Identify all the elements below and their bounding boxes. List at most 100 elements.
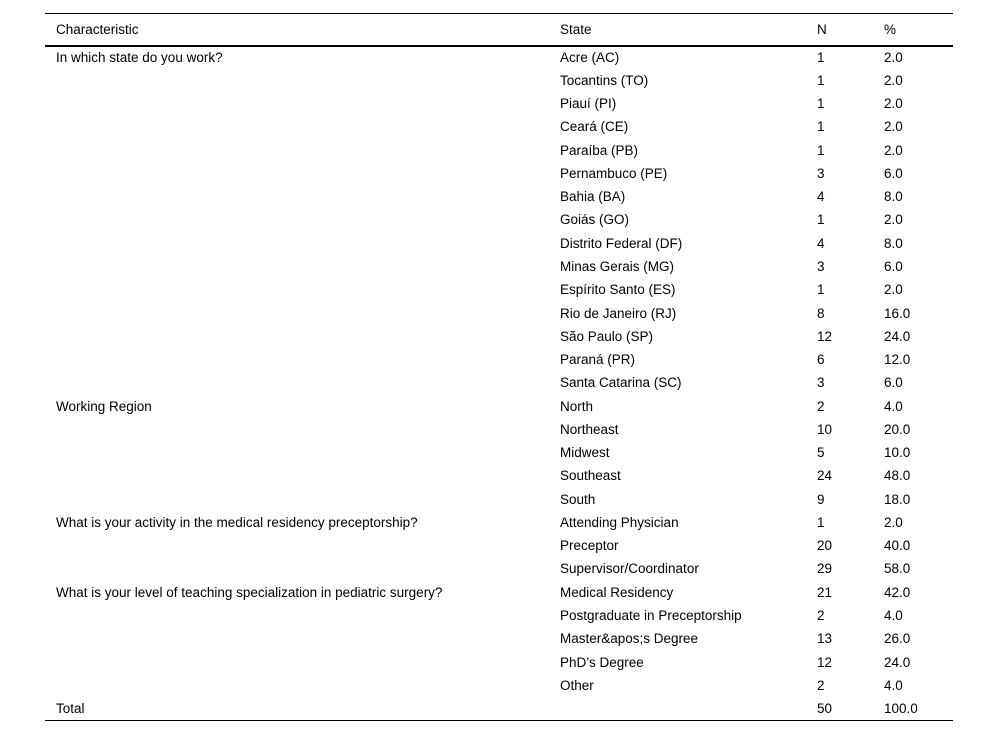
percent-cell: 16.0: [884, 305, 911, 321]
col-header-state: State: [560, 13, 817, 47]
state-cell: South: [560, 491, 596, 507]
table-row: South 9 18.0: [45, 488, 953, 511]
percent-cell: 40.0: [884, 538, 911, 554]
characteristic-cell: [45, 441, 560, 464]
percent-cell: 6.0: [884, 375, 903, 391]
percent-cell: 6.0: [884, 165, 903, 181]
table-row: Piauí (PI) 1 2.0: [45, 92, 953, 115]
characteristic-cell: [45, 255, 560, 278]
characteristic-cell: [45, 371, 560, 394]
characteristic-cell: [45, 650, 560, 673]
table-row: Santa Catarina (SC) 3 6.0: [45, 371, 953, 394]
state-cell: Paraná (PR): [560, 352, 636, 368]
n-cell: 1: [817, 514, 825, 530]
n-cell: 1: [817, 50, 825, 66]
n-cell: 2: [817, 608, 825, 623]
table-row: Midwest 5 10.0: [45, 441, 953, 464]
percent-cell: 10.0: [884, 445, 911, 461]
table-row: Tocantins (TO) 1 2.0: [45, 69, 953, 92]
characteristic-cell: In which state do you work?: [56, 50, 223, 66]
n-cell: 50: [817, 700, 833, 716]
percent-cell: 20.0: [884, 421, 911, 437]
n-cell: 1: [817, 72, 825, 88]
percent-cell: 8.0: [884, 235, 903, 251]
percent-cell: 6.0: [884, 259, 903, 275]
table-row: Goiás (GO) 1 2.0: [45, 208, 953, 231]
characteristic-cell: [45, 69, 560, 92]
n-cell: 29: [817, 561, 833, 577]
state-cell: Medical Residency: [560, 584, 674, 600]
state-cell: [560, 697, 817, 720]
n-cell: 1: [817, 96, 825, 112]
characteristic-cell: [45, 139, 560, 162]
state-cell: Acre (AC): [560, 50, 620, 66]
col-header-percent: %: [884, 13, 953, 47]
percent-cell: 24.0: [884, 654, 911, 670]
characteristic-cell: Working Region: [56, 398, 152, 414]
state-cell: Pernambuco (PE): [560, 165, 668, 181]
characteristic-cell: [45, 278, 560, 301]
n-cell: 24: [817, 468, 833, 484]
state-cell: Northeast: [560, 421, 619, 437]
table-row: Bahia (BA) 4 8.0: [45, 185, 953, 208]
characteristic-cell: What is your level of teaching specializ…: [56, 584, 443, 600]
n-cell: 13: [817, 631, 833, 647]
state-cell: Minas Gerais (MG): [560, 259, 675, 275]
characteristic-cell: [45, 604, 560, 627]
state-cell: Supervisor/Coordinator: [560, 561, 699, 577]
header-row: Characteristic State N %: [45, 13, 953, 47]
table-row: What is your level of teaching specializ…: [45, 581, 953, 604]
n-cell: 2: [817, 398, 825, 414]
table-row: PhD’s Degree 12 24.0: [45, 650, 953, 673]
characteristic-cell: [45, 557, 560, 580]
table-row: What is your activity in the medical res…: [45, 511, 953, 534]
percent-cell: 2.0: [884, 72, 903, 88]
table-row: In which state do you work? Acre (AC) 1 2.0: [45, 46, 953, 69]
state-cell: Goiás (GO): [560, 212, 630, 228]
percent-cell: 8.0: [884, 189, 903, 205]
n-cell: 4: [817, 235, 825, 251]
state-cell: Paraíba (PB): [560, 142, 639, 158]
state-cell: Midwest: [560, 445, 610, 461]
table-row: Ceará (CE) 1 2.0: [45, 115, 953, 138]
n-cell: 1: [817, 119, 825, 135]
characteristic-cell: [45, 162, 560, 185]
state-cell: Santa Catarina (SC): [560, 375, 682, 391]
n-cell: 1: [817, 142, 825, 158]
table-row: Preceptor 20 40.0: [45, 534, 953, 557]
state-cell: Preceptor: [560, 538, 619, 554]
n-cell: 3: [817, 165, 825, 181]
percent-cell: 4.0: [884, 608, 903, 623]
characteristic-cell: [45, 418, 560, 441]
state-cell: Distrito Federal (DF): [560, 235, 683, 251]
table-row: Minas Gerais (MG) 3 6.0: [45, 255, 953, 278]
percent-cell: 4.0: [884, 398, 903, 414]
characteristic-cell: What is your activity in the medical res…: [56, 514, 418, 530]
characteristic-cell: [45, 325, 560, 348]
state-cell: Southeast: [560, 468, 621, 484]
characteristic-cell: [45, 674, 560, 697]
table-row: Other 2 4.0: [45, 674, 953, 697]
percent-cell: 24.0: [884, 328, 911, 344]
table-row: Northeast 10 20.0: [45, 418, 953, 441]
n-cell: 4: [817, 189, 825, 205]
table-row: Espírito Santo (ES) 1 2.0: [45, 278, 953, 301]
n-cell: 1: [817, 282, 825, 298]
characteristic-cell: [45, 232, 560, 255]
n-cell: 3: [817, 375, 825, 391]
state-cell: Bahia (BA): [560, 189, 626, 205]
table-row: Postgraduate in Preceptorship 2 4.0: [45, 604, 953, 627]
n-cell: 6: [817, 352, 825, 368]
percent-cell: 48.0: [884, 468, 911, 484]
state-cell: Rio de Janeiro (RJ): [560, 305, 677, 321]
n-cell: 21: [817, 584, 833, 600]
table-row: Southeast 24 48.0: [45, 464, 953, 487]
table-row: Total 50 100.0: [45, 697, 953, 720]
characteristic-cell: [45, 534, 560, 557]
table-row: Supervisor/Coordinator 29 58.0: [45, 557, 953, 580]
table-row: Pernambuco (PE) 3 6.0: [45, 162, 953, 185]
percent-cell: 2.0: [884, 142, 903, 158]
characteristics-table: Characteristic State N % In which state …: [45, 13, 953, 721]
characteristic-cell: Total: [56, 700, 85, 716]
